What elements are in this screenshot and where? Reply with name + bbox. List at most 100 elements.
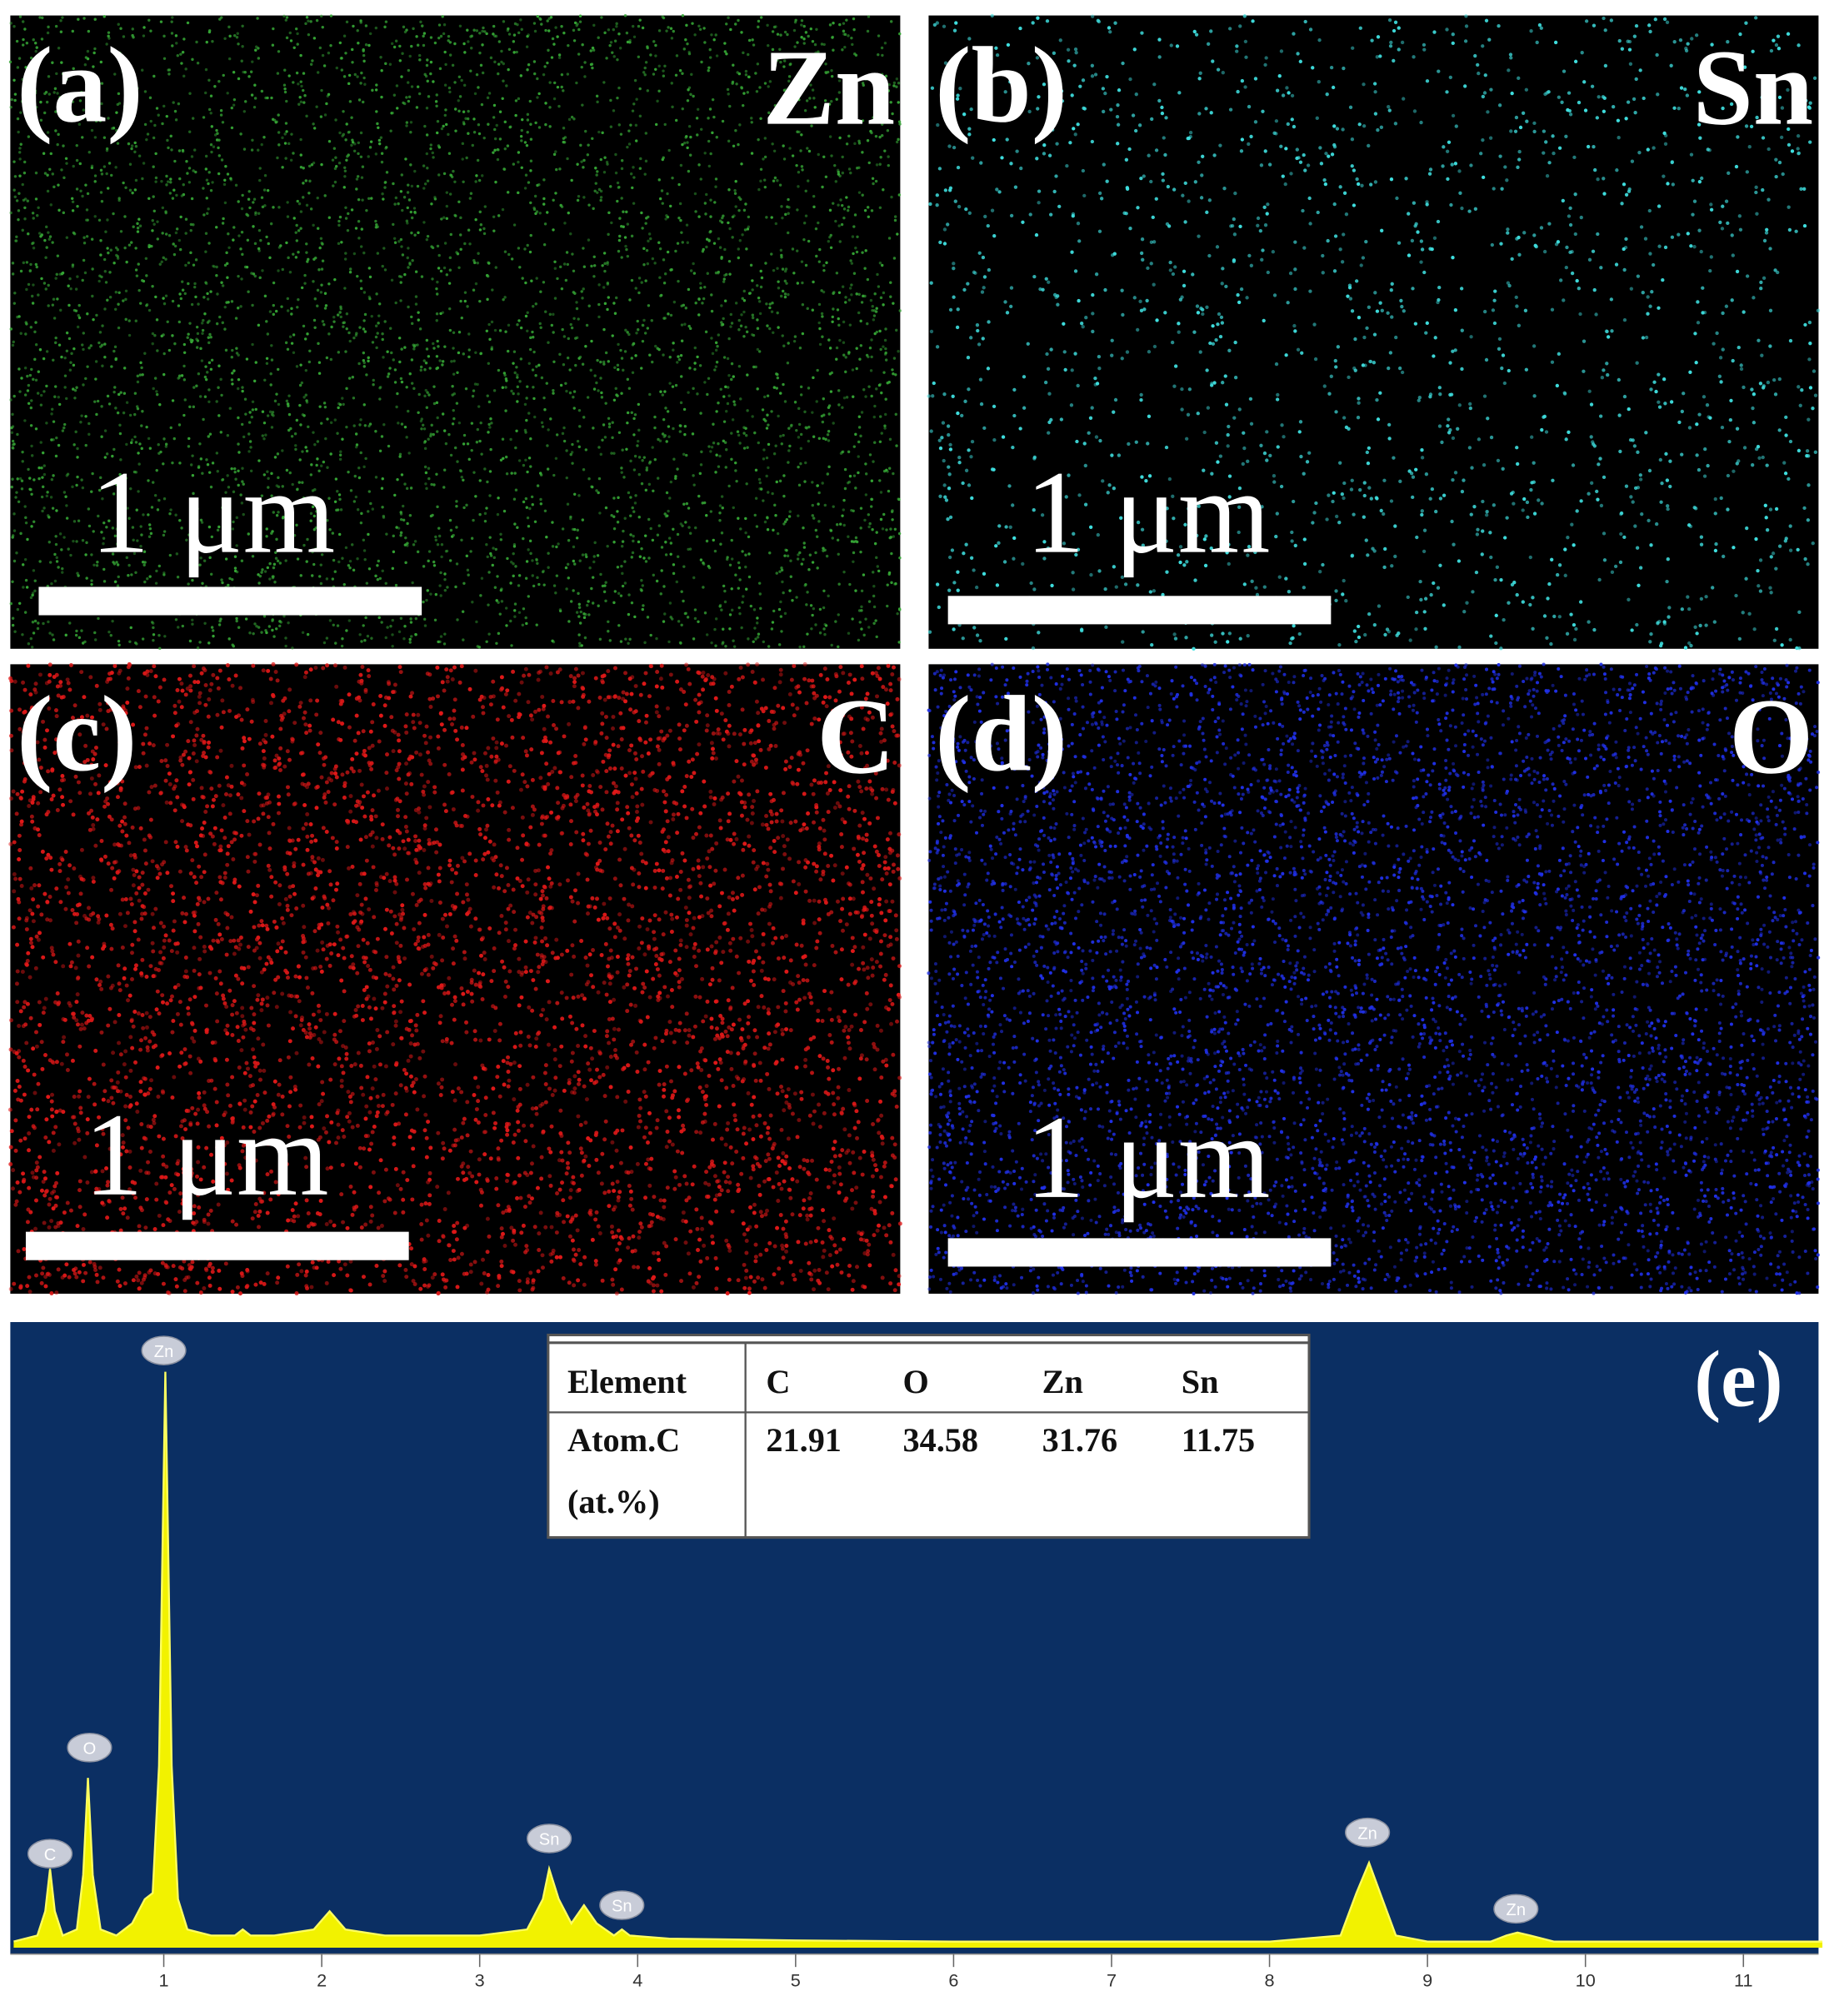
dot (859, 550, 862, 554)
dot (312, 122, 315, 126)
dot (801, 281, 804, 285)
dot (409, 487, 413, 490)
dot (512, 51, 516, 54)
dot (705, 245, 708, 249)
dot (811, 514, 814, 517)
dot (752, 365, 756, 369)
dot (825, 554, 829, 558)
dot (717, 237, 721, 241)
dot (406, 544, 409, 547)
dot (744, 516, 747, 521)
dot (315, 105, 318, 108)
dot (501, 207, 505, 212)
dot (699, 286, 702, 290)
dot (457, 99, 460, 102)
dot (107, 37, 111, 40)
dot (878, 261, 882, 265)
dot (36, 626, 40, 631)
dot (637, 291, 641, 295)
dot (90, 237, 94, 241)
dot (582, 468, 586, 472)
dot (459, 469, 463, 473)
dot (401, 253, 405, 257)
dot (394, 301, 397, 305)
dot (654, 122, 658, 127)
dot (97, 279, 101, 283)
dot (129, 626, 132, 630)
dot (563, 222, 567, 225)
dot (620, 197, 623, 200)
dot (634, 139, 638, 142)
dot (368, 32, 372, 36)
dot (842, 498, 846, 502)
dot (497, 497, 500, 500)
dot (22, 586, 25, 589)
dot (597, 187, 602, 192)
dot (581, 553, 585, 556)
dot (429, 432, 432, 436)
dot (786, 554, 790, 558)
dot (802, 221, 807, 225)
dot (757, 350, 762, 353)
dot (566, 262, 570, 267)
dot (502, 457, 505, 460)
dot (546, 444, 549, 447)
dot (427, 467, 431, 470)
dot (612, 526, 617, 531)
dot (827, 239, 831, 243)
dot (424, 482, 427, 486)
dot (767, 423, 770, 427)
dot (342, 402, 345, 407)
dot (832, 291, 836, 294)
dot (607, 422, 612, 426)
dot (188, 92, 192, 95)
dot (23, 217, 27, 221)
dot (400, 380, 404, 384)
dot (204, 250, 207, 253)
dot (669, 480, 673, 484)
dot (54, 277, 57, 280)
dot (835, 522, 839, 526)
dot (56, 142, 59, 147)
dot (154, 295, 157, 299)
dot (502, 62, 505, 66)
dot (105, 172, 108, 176)
dot (578, 641, 582, 645)
dot (409, 617, 412, 621)
dot (463, 291, 467, 294)
dot (675, 580, 678, 584)
dot (374, 219, 377, 223)
dot (235, 36, 239, 39)
dot (69, 287, 72, 291)
dot (787, 292, 790, 297)
dot (687, 506, 691, 510)
dot (102, 165, 107, 168)
dot (503, 296, 507, 299)
dot (284, 18, 288, 22)
dot (362, 319, 366, 322)
dot (57, 343, 62, 347)
dot (747, 52, 750, 57)
dot (314, 256, 317, 260)
dot (320, 88, 323, 92)
dot (354, 432, 358, 436)
dot (19, 332, 22, 335)
dot (824, 624, 828, 627)
dot (436, 542, 440, 546)
dot (693, 192, 697, 196)
dot (613, 590, 617, 593)
dot (453, 213, 457, 217)
dot (265, 631, 268, 635)
dot (382, 247, 386, 250)
dot (572, 39, 577, 42)
dot (444, 62, 447, 67)
dot (215, 128, 218, 132)
dot (595, 381, 598, 385)
dot (730, 362, 734, 366)
dot (453, 107, 457, 111)
dot (852, 445, 856, 448)
dot (626, 331, 629, 334)
dot (262, 421, 267, 425)
dot (849, 171, 852, 175)
dot (613, 39, 617, 42)
